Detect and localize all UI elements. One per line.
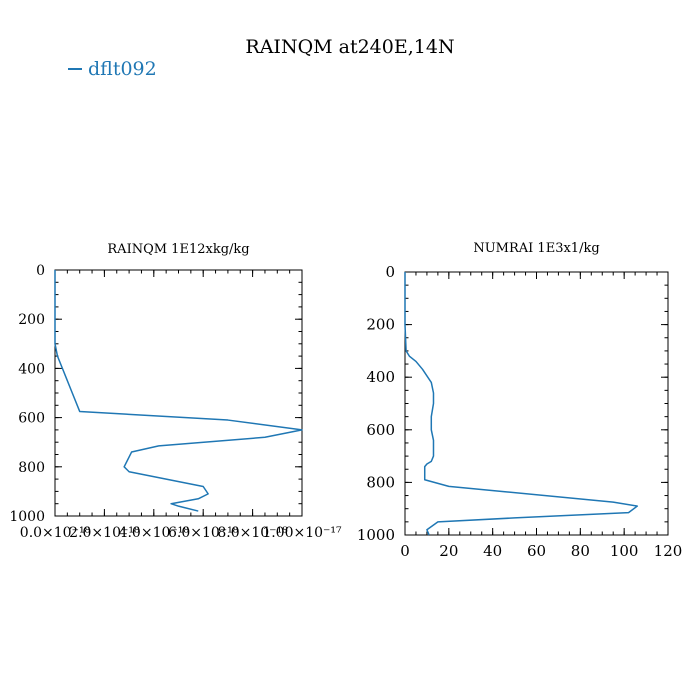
figure-title: RAINQM at240E,14N — [245, 36, 455, 58]
y-tick-label: 200 — [366, 316, 395, 334]
y-tick-label: 600 — [366, 421, 395, 439]
x-tick-label: 1.00×10⁻¹⁷ — [262, 525, 342, 541]
panel-2: NUMRAI 1E3x1/kg 0 20 40 60 80 100 120 0 200 400 600… — [357, 241, 683, 560]
series-line-dflt092 — [404, 272, 639, 536]
y-tick-label: 800 — [366, 473, 395, 491]
legend-label: dflt092 — [88, 58, 157, 80]
x-tick-label: 8.0×10⁻¹⁸ — [217, 525, 288, 541]
x-tick-label: 0 — [400, 542, 410, 560]
x-tick-label: 2.0×10⁻¹⁸ — [69, 525, 140, 541]
plot-frame — [54, 269, 303, 517]
x-tick-label: 4.0×10⁻¹⁸ — [119, 525, 190, 541]
y-tick-label: 1000 — [357, 526, 395, 544]
x-tick-label: 0.0×10⁻¹⁸ — [20, 525, 91, 541]
panel-1: RAINQM 1E12xkg/kg 0.0×10⁻¹⁸2.0×10⁻¹⁸4.0×1… — [9, 242, 342, 541]
y-tick-label: 400 — [366, 368, 395, 386]
series-line-dflt092 — [54, 270, 303, 512]
x-tick-label: 40 — [483, 542, 502, 560]
x-tick-label: 100 — [610, 542, 639, 560]
y-tick-label: 400 — [18, 361, 45, 377]
x-tick-label: 120 — [654, 542, 683, 560]
x-tick-label: 20 — [439, 542, 458, 560]
panel-title: NUMRAI 1E3x1/kg — [473, 241, 599, 256]
y-tick-label: 200 — [18, 312, 45, 328]
panel-title: RAINQM 1E12xkg/kg — [107, 242, 249, 257]
x-tick-label: 80 — [571, 542, 590, 560]
x-tick-label: 6.0×10⁻¹⁸ — [168, 525, 239, 541]
y-tick-label: 0 — [36, 263, 45, 279]
y-tick-label: 1000 — [9, 509, 45, 525]
legend: dflt092 — [68, 58, 157, 80]
y-tick-label: 600 — [18, 411, 45, 427]
legend-swatch — [68, 68, 82, 70]
y-tick-label: 0 — [385, 263, 395, 281]
y-tick-label: 800 — [18, 460, 45, 476]
x-tick-label: 60 — [527, 542, 546, 560]
plot-frame — [404, 271, 669, 536]
